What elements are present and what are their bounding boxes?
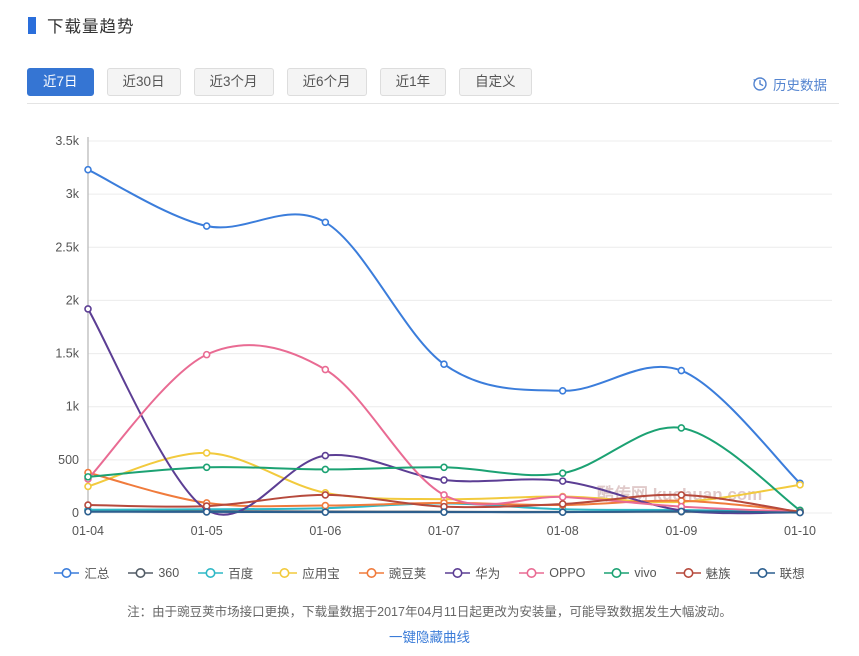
- date-range-tabs: 近7日 近30日 近3个月 近6个月 近1年 自定义: [27, 68, 532, 96]
- tab-0[interactable]: 近7日: [27, 68, 94, 96]
- legend-label: 百度: [228, 567, 254, 581]
- download-trend-chart: 0 500 1k 1.5k 2k 2.5k 3k 3.5k 01-04 01-05 01-06 01-…: [55, 134, 832, 538]
- svg-text:3.5k: 3.5k: [55, 134, 79, 148]
- legend-item-9[interactable]: 联想: [749, 563, 805, 582]
- legend-label: 360: [158, 565, 180, 580]
- legend-label: 豌豆荚: [388, 567, 427, 581]
- series-0: [84, 165, 804, 488]
- tab-3[interactable]: 近6个月: [286, 68, 367, 96]
- svg-text:2k: 2k: [66, 293, 80, 307]
- legend-marker-icon: [519, 567, 545, 578]
- legend-item-6[interactable]: OPPO: [519, 566, 585, 580]
- series-5: [84, 305, 804, 517]
- history-icon: [753, 77, 767, 91]
- legend-item-1[interactable]: 360: [128, 566, 179, 580]
- tab-5[interactable]: 自定义: [459, 68, 532, 96]
- svg-text:1k: 1k: [66, 400, 80, 414]
- legend-label: 魅族: [705, 567, 731, 581]
- svg-text:1.5k: 1.5k: [55, 347, 79, 361]
- legend-item-4[interactable]: 豌豆荚: [358, 563, 427, 582]
- legend-label: 应用宝: [302, 567, 340, 581]
- tab-1[interactable]: 近30日: [106, 68, 181, 96]
- svg-text:2.5k: 2.5k: [55, 240, 79, 254]
- legend-marker-icon: [749, 567, 775, 578]
- legend-marker-icon: [198, 567, 224, 578]
- history-link-label: 历史数据: [773, 78, 827, 93]
- series-7: [84, 424, 804, 515]
- legend-item-0[interactable]: 汇总: [54, 563, 109, 582]
- legend-marker-icon: [128, 567, 154, 578]
- svg-text:0: 0: [72, 506, 79, 520]
- legend-marker-icon: [54, 567, 80, 578]
- page-title: 下载量趋势: [47, 18, 135, 36]
- tab-4[interactable]: 近1年: [379, 68, 447, 96]
- legend-marker-icon: [604, 567, 630, 578]
- legend-marker-icon: [272, 567, 298, 578]
- legend-label: 联想: [779, 567, 805, 581]
- svg-text:01-04: 01-04: [72, 524, 104, 538]
- svg-text:01-08: 01-08: [547, 524, 579, 538]
- legend-marker-icon: [445, 567, 471, 578]
- svg-text:01-10: 01-10: [784, 524, 816, 538]
- legend-item-7[interactable]: vivo: [604, 565, 657, 580]
- tabs-divider: [27, 103, 839, 104]
- history-data-link[interactable]: 历史数据: [752, 74, 827, 94]
- legend-label: OPPO: [549, 565, 586, 580]
- hide-curves-link[interactable]: 一键隐藏曲线: [389, 630, 470, 645]
- series-9: [84, 507, 804, 517]
- chart-legend: 汇总 360 百度 应用宝 豌豆荚 华为 OPPO vivo 魅族 联想: [0, 563, 859, 582]
- legend-item-3[interactable]: 应用宝: [272, 563, 340, 582]
- svg-text:01-09: 01-09: [665, 524, 697, 538]
- svg-text:3k: 3k: [66, 187, 80, 201]
- footnote: 注：由于豌豆荚市场接口更换，下载量数据于2017年04月11日起更改为安装量，可…: [127, 605, 732, 619]
- legend-label: vivo: [634, 565, 657, 580]
- svg-text:01-05: 01-05: [191, 524, 223, 538]
- legend-item-8[interactable]: 魅族: [675, 563, 731, 582]
- legend-item-5[interactable]: 华为: [445, 563, 500, 582]
- legend-marker-icon: [675, 567, 701, 578]
- svg-text:01-06: 01-06: [309, 524, 341, 538]
- svg-text:500: 500: [58, 453, 79, 467]
- legend-label: 汇总: [84, 567, 110, 581]
- tab-2[interactable]: 近3个月: [193, 68, 274, 96]
- legend-label: 华为: [475, 567, 501, 581]
- title-accent-bar: [28, 16, 36, 34]
- legend-item-2[interactable]: 百度: [198, 563, 253, 582]
- page-header: 下载量趋势: [28, 13, 135, 37]
- svg-text:01-07: 01-07: [428, 524, 460, 538]
- chart-area: 0 500 1k 1.5k 2k 2.5k 3k 3.5k 01-04 01-05 01-06 01-…: [0, 110, 859, 560]
- legend-marker-icon: [358, 567, 384, 578]
